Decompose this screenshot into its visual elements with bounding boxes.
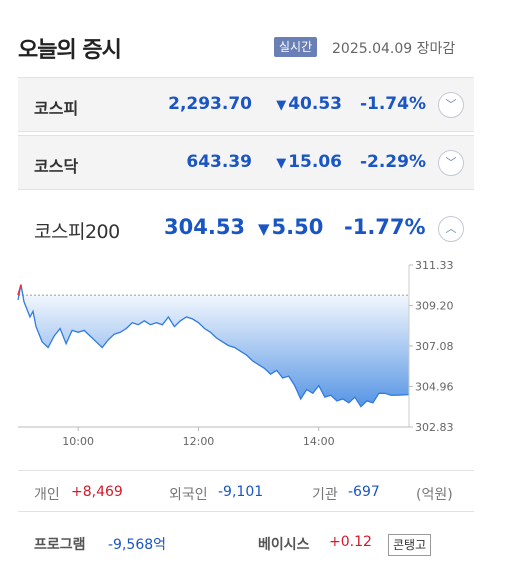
institution-value: -697 bbox=[348, 484, 380, 500]
chevron-down-icon[interactable]: ﹀ bbox=[438, 92, 464, 118]
series-line bbox=[17, 284, 410, 408]
kospi200-intraday-chart: 311.33 309.20 307.08 304.96 302.83 10:00 12:00… bbox=[17, 259, 454, 448]
chevron-up-icon[interactable]: ︿ bbox=[438, 216, 464, 242]
index-value: 643.39 bbox=[186, 152, 252, 172]
down-arrow-icon: ▼ bbox=[258, 220, 270, 238]
unit-label: (억원) bbox=[416, 487, 453, 503]
y-tick-label: 307.08 bbox=[415, 340, 454, 353]
y-tick-label: 304.96 bbox=[415, 380, 454, 393]
index-change: ▼ 15.06 bbox=[276, 152, 342, 172]
kospi-row[interactable]: 코스피 2,293.70 ▼ 40.53 -1.74% ﹀ bbox=[18, 77, 474, 132]
institution-label: 기관 bbox=[312, 487, 338, 503]
x-tick-label: 14:00 bbox=[303, 435, 335, 448]
market-date: 2025.04.09 장마감 bbox=[332, 41, 456, 57]
index-change-value: 15.06 bbox=[288, 152, 342, 172]
realtime-badge: 실시간 bbox=[274, 37, 318, 57]
kospi200-summary[interactable]: 코스피200 304.53 ▼5.50 -1.77% ︿ bbox=[18, 195, 474, 255]
index-name: 코스피200 bbox=[34, 221, 120, 243]
index-rate: -1.77% bbox=[344, 215, 426, 239]
program-value: -9,568억 bbox=[108, 537, 167, 553]
program-label: 프로그램 bbox=[34, 537, 86, 553]
kosdaq-row[interactable]: 코스닥 643.39 ▼ 15.06 -2.29% ﹀ bbox=[18, 135, 474, 190]
foreign-value: -9,101 bbox=[218, 484, 264, 500]
index-value: 2,293.70 bbox=[168, 94, 252, 114]
chevron-down-icon[interactable]: ﹀ bbox=[438, 150, 464, 176]
index-name: 코스피 bbox=[34, 99, 79, 118]
x-tick-label: 12:00 bbox=[183, 435, 215, 448]
down-arrow-icon: ▼ bbox=[276, 156, 287, 171]
individual-value: +8,469 bbox=[71, 484, 123, 500]
basis-value: +0.12 bbox=[329, 534, 372, 550]
chart-area bbox=[18, 284, 409, 407]
index-rate: -1.74% bbox=[359, 94, 426, 114]
foreign-label: 외국인 bbox=[169, 487, 208, 503]
index-change: ▼5.50 bbox=[258, 215, 323, 239]
market-header: 오늘의 증시 실시간 2025.04.09 장마감 bbox=[18, 30, 474, 66]
program-trading: 프로그램 -9,568억 베이시스 +0.12 콘탱고 bbox=[18, 528, 474, 558]
index-rate: -2.29% bbox=[359, 152, 426, 172]
individual-label: 개인 bbox=[34, 487, 60, 503]
up-segment bbox=[17, 284, 22, 296]
index-change: ▼ 40.53 bbox=[276, 94, 342, 114]
y-tick-label: 309.20 bbox=[415, 300, 454, 313]
contango-badge: 콘탱고 bbox=[388, 534, 432, 556]
index-change-value: 40.53 bbox=[288, 94, 342, 114]
y-tick-label: 302.83 bbox=[415, 421, 454, 434]
down-arrow-icon: ▼ bbox=[276, 98, 287, 113]
index-change-value: 5.50 bbox=[271, 215, 324, 239]
index-value: 304.53 bbox=[164, 215, 246, 239]
investor-trading: 개인 +8,469 외국인 -9,101 기관 -697 (억원) bbox=[18, 470, 474, 512]
index-name: 코스닥 bbox=[34, 157, 79, 176]
y-tick-label: 311.33 bbox=[415, 259, 454, 272]
basis-label: 베이시스 bbox=[258, 537, 310, 553]
x-tick-label: 10:00 bbox=[62, 435, 94, 448]
page-title: 오늘의 증시 bbox=[18, 38, 122, 63]
